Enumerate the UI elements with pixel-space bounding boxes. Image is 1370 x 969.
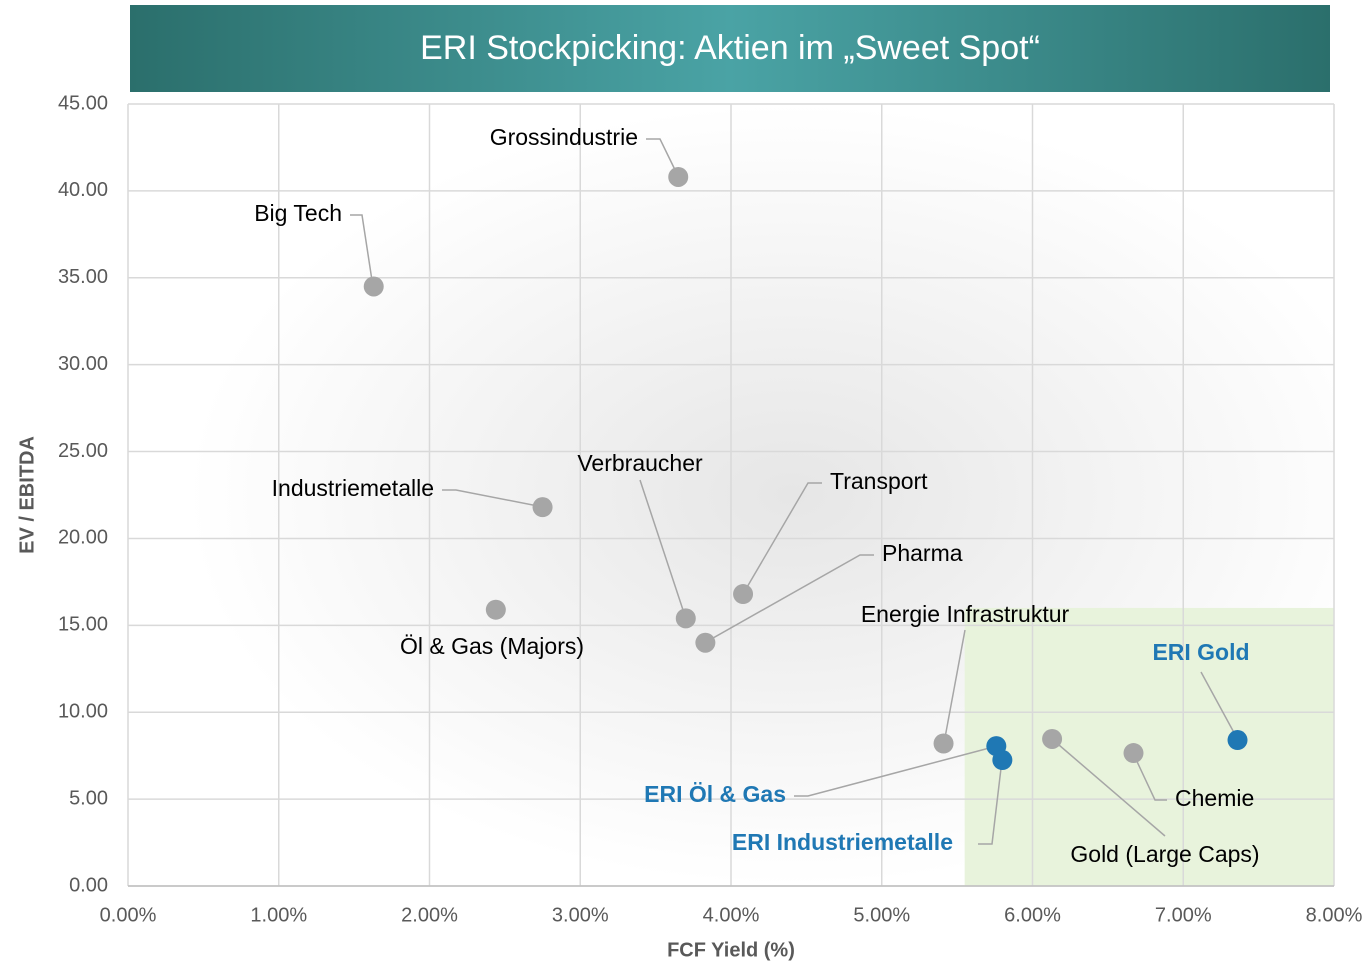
leader-line [794,745,998,797]
point-label: ERI Gold [1152,639,1249,665]
point-label: Verbraucher [577,450,703,476]
leader-line [1132,752,1167,801]
leader-line [442,489,544,508]
y-tick-label: 25.00 [58,440,108,462]
x-tick-label: 7.00% [1155,904,1212,926]
point [992,750,1013,771]
y-tick-label: 35.00 [58,266,108,288]
y-tick-label: 0.00 [69,874,108,896]
point [1227,730,1248,751]
leader-line [646,138,679,177]
x-tick-label: 2.00% [401,904,458,926]
point [733,584,754,605]
x-tick-label: 1.00% [250,904,307,926]
point-label: Industriemetalle [272,475,434,501]
x-axis-label: FCF Yield (%) [667,939,795,961]
point [1123,743,1144,764]
point-label: ERI Öl & Gas [644,781,786,807]
y-axis-label: EV / EBITDA [16,436,38,554]
x-tick-label: 0.00% [100,904,157,926]
y-tick-label: 5.00 [69,787,108,809]
point [1042,728,1063,749]
point-label: Transport [830,468,928,494]
point-label: Big Tech [254,200,342,226]
point-label: Gold (Large Caps) [1070,841,1259,867]
point-label: Grossindustrie [490,124,638,150]
leader-line [705,554,874,643]
y-tick-label: 20.00 [58,527,108,549]
point-label: Öl & Gas (Majors) [400,633,584,659]
y-tick-label: 45.00 [58,92,108,114]
x-tick-label: 6.00% [1004,904,1061,926]
leader-line [742,482,822,595]
y-tick-label: 10.00 [58,701,108,723]
title-banner [130,5,1330,92]
point-label: ERI Industriemetalle [732,829,953,855]
y-tick-label: 30.00 [58,353,108,375]
leader-line [943,629,966,744]
x-tick-label: 5.00% [853,904,910,926]
point [668,166,689,187]
leader-line [978,759,1003,845]
point [363,276,384,297]
point-label: Pharma [882,540,963,566]
leader-line [639,479,687,620]
leader-line [1200,671,1239,741]
point-label: Energie Infrastruktur [861,601,1070,627]
point [532,497,553,518]
point [933,733,954,754]
point-label: Chemie [1175,785,1254,811]
leader-line [350,214,374,288]
leader-line [1051,738,1166,837]
sweet-spot [964,607,1334,886]
x-tick-label: 3.00% [552,904,609,926]
point [695,632,716,653]
point [485,599,506,620]
point [675,608,696,629]
x-tick-label: 8.00% [1306,904,1363,926]
y-tick-label: 15.00 [58,614,108,636]
y-tick-label: 40.00 [58,179,108,201]
x-tick-label: 4.00% [703,904,760,926]
chart-title: ERI Stockpicking: Aktien im „Sweet Spot“ [420,29,1040,67]
